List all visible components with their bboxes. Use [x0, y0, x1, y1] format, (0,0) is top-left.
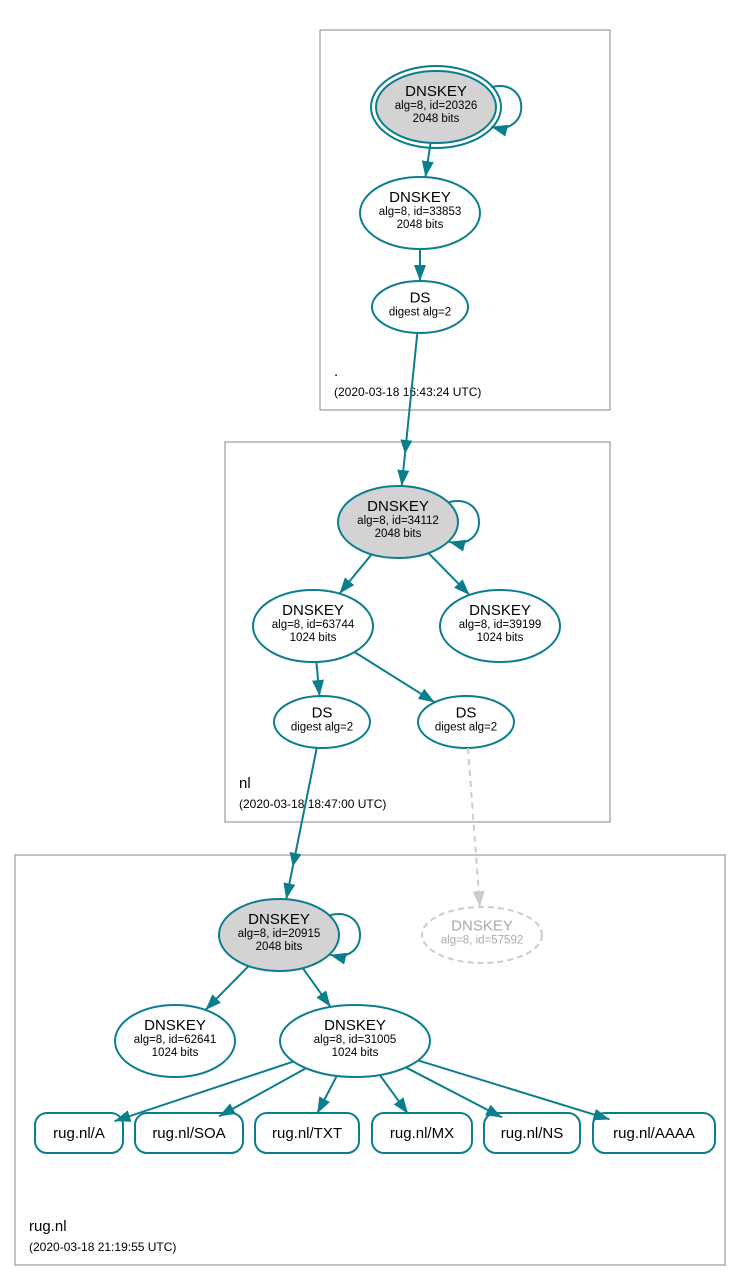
edge: [316, 662, 319, 696]
node-label: 1024 bits: [290, 632, 337, 644]
edge: [339, 554, 371, 593]
record-label: rug.nl/NS: [501, 1125, 564, 1142]
node-label: DNSKEY: [469, 602, 531, 619]
node-label: 1024 bits: [332, 1047, 379, 1059]
zone-timestamp: (2020-03-18 21:19:55 UTC): [29, 1240, 176, 1254]
edge: [286, 748, 317, 899]
node-label: 2048 bits: [375, 528, 422, 540]
edge: [354, 652, 434, 702]
edge: [205, 966, 248, 1010]
node-label: DS: [312, 705, 333, 722]
node-label: 2048 bits: [397, 219, 444, 231]
node-label: alg=8, id=62641: [134, 1034, 217, 1046]
edge: [406, 1067, 502, 1117]
record-label: rug.nl/MX: [390, 1125, 454, 1142]
edge: [317, 1076, 337, 1113]
node-label: DNSKEY: [144, 1017, 206, 1034]
zone-label: nl: [239, 775, 251, 792]
node-label: 1024 bits: [152, 1047, 199, 1059]
zone-timestamp: (2020-03-18 16:43:24 UTC): [334, 385, 481, 399]
node-label: DNSKEY: [248, 911, 310, 928]
node-label: digest alg=2: [435, 722, 497, 734]
record-label: rug.nl/SOA: [152, 1125, 225, 1142]
node-label: DNSKEY: [405, 83, 467, 100]
node-label: alg=8, id=31005: [314, 1034, 397, 1046]
zone-label: .: [334, 363, 338, 380]
node-label: alg=8, id=39199: [459, 619, 542, 631]
edge: [380, 1075, 408, 1114]
node-label: 2048 bits: [413, 113, 460, 125]
node-label: DS: [410, 290, 431, 307]
dnssec-diagram: . (2020-03-18 16:43:24 UTC) nl (2020-03-18 …: [0, 0, 741, 1278]
record-label: rug.nl/TXT: [272, 1125, 342, 1142]
edge: [428, 553, 469, 595]
node-label: alg=8, id=34112: [357, 515, 439, 527]
node-label: digest alg=2: [389, 307, 451, 319]
zone-timestamp: (2020-03-18 18:47:00 UTC): [239, 797, 386, 811]
node-label: digest alg=2: [291, 722, 353, 734]
node-label: DNSKEY: [324, 1017, 386, 1034]
record-label: rug.nl/AAAA: [613, 1125, 695, 1142]
node-label: DS: [456, 705, 477, 722]
node-label: DNSKEY: [282, 602, 344, 619]
node-label: alg=8, id=63744: [272, 619, 355, 631]
node-label: alg=8, id=20326: [395, 100, 478, 112]
node-label: 1024 bits: [477, 632, 524, 644]
edge: [303, 968, 331, 1007]
edge: [418, 1060, 609, 1119]
node-label: alg=8, id=20915: [238, 928, 321, 940]
node-label: 2048 bits: [256, 941, 303, 953]
edge: [219, 1068, 306, 1116]
node-label: alg=8, id=57592: [441, 935, 524, 947]
node-label: DNSKEY: [367, 498, 429, 515]
node-label: DNSKEY: [451, 918, 513, 935]
record-label: rug.nl/A: [53, 1125, 105, 1142]
node-label: DNSKEY: [389, 189, 451, 206]
node-label: alg=8, id=33853: [379, 206, 462, 218]
edge: [468, 748, 480, 907]
zone-label: rug.nl: [29, 1218, 67, 1235]
